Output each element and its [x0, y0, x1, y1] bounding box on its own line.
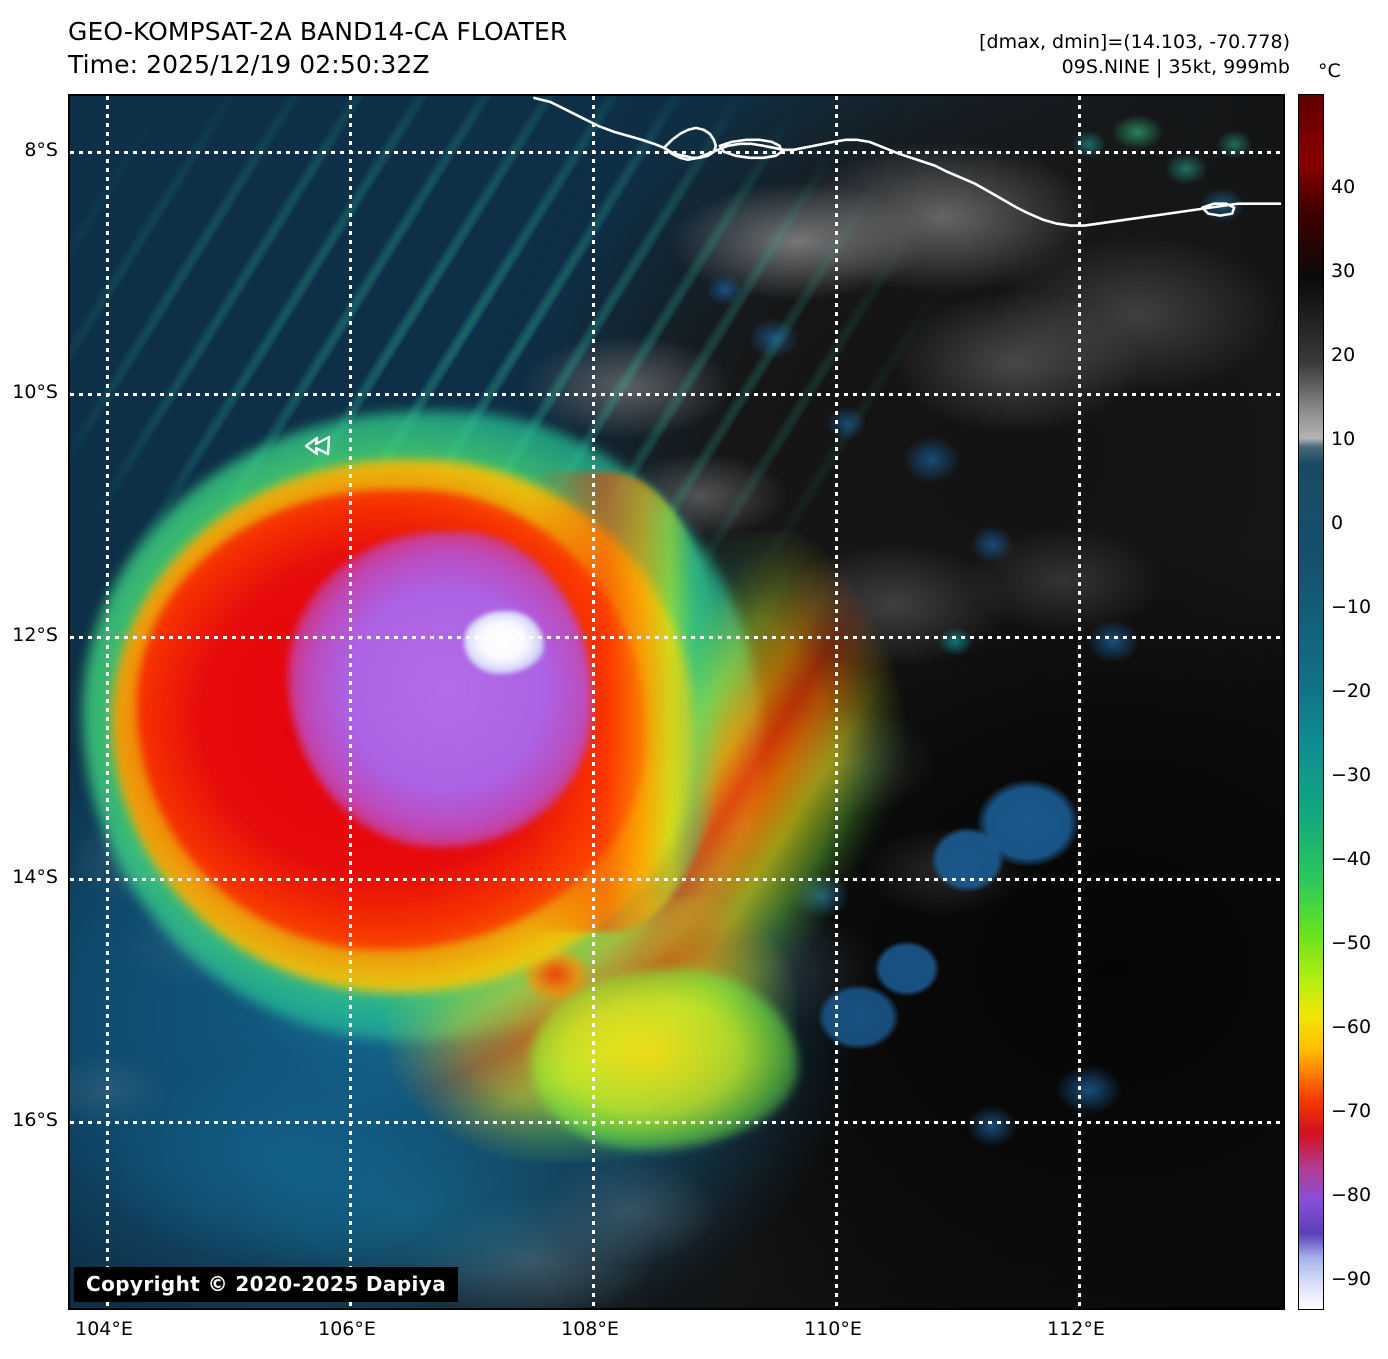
ytick-16s: 16°S — [12, 1109, 58, 1131]
metadata-block: [dmax, dmin]=(14.103, -70.778) 09S.NINE … — [979, 30, 1290, 79]
cbtick-m50: −50 — [1331, 932, 1372, 954]
cbtick-10: 10 — [1331, 428, 1356, 450]
cbtick-30: 30 — [1331, 260, 1356, 282]
gridline-lat-10s — [70, 393, 1283, 396]
coastline-overlay — [533, 96, 1282, 227]
cbtick-m80: −80 — [1331, 1184, 1372, 1206]
gridline-lat-14s — [70, 878, 1283, 881]
title-block: GEO-KOMPSAT-2A BAND14-CA FLOATER Time: 2… — [68, 16, 567, 81]
gridline-lon-104e — [106, 96, 109, 1308]
xtick-112e: 112°E — [1047, 1318, 1105, 1340]
cyclone-overshooting-top — [464, 611, 545, 675]
xtick-108e: 108°E — [561, 1318, 619, 1340]
product-title: GEO-KOMPSAT-2A BAND14-CA FLOATER — [68, 17, 568, 46]
satellite-image-plot[interactable]: Copyright © 2020-2025 Dapiya — [68, 94, 1285, 1310]
timestamp-label: Time: 2025/12/19 02:50:32Z — [68, 49, 430, 79]
cbtick-20: 20 — [1331, 344, 1356, 366]
gridline-lon-112e — [1078, 96, 1081, 1308]
gridline-lon-106e — [349, 96, 352, 1308]
xtick-106e: 106°E — [318, 1318, 376, 1340]
cbtick-40: 40 — [1331, 176, 1356, 198]
colorbar-unit-label: °C — [1318, 60, 1341, 82]
copyright-badge: Copyright © 2020-2025 Dapiya — [74, 1267, 459, 1302]
ytick-12s: 12°S — [12, 624, 58, 646]
cyclone-cold-core — [288, 532, 592, 848]
cbtick-m30: −30 — [1331, 764, 1372, 786]
storm-info-label: 09S.NINE | 35kt, 999mb — [1061, 55, 1290, 78]
xtick-104e: 104°E — [75, 1318, 133, 1340]
ytick-8s: 8°S — [24, 139, 58, 161]
colorbar-gradient — [1299, 95, 1323, 1309]
gridline-lon-110e — [835, 96, 838, 1308]
colorbar[interactable] — [1298, 94, 1324, 1310]
xtick-110e: 110°E — [804, 1318, 862, 1340]
cbtick-m10: −10 — [1331, 596, 1372, 618]
storm-center-cursor-marker[interactable] — [304, 433, 334, 459]
cbtick-m40: −40 — [1331, 848, 1372, 870]
dmax-dmin-label: [dmax, dmin]=(14.103, -70.778) — [979, 31, 1290, 53]
cbtick-m70: −70 — [1331, 1100, 1372, 1122]
gridline-lon-108e — [592, 96, 595, 1308]
cbtick-0: 0 — [1331, 512, 1344, 534]
gridline-lat-16s — [70, 1121, 1283, 1124]
ytick-14s: 14°S — [12, 866, 58, 888]
southeast-convective-cluster — [530, 968, 798, 1151]
ytick-10s: 10°S — [12, 381, 58, 403]
gridline-lat-12s — [70, 636, 1283, 639]
cbtick-m90: −90 — [1331, 1268, 1372, 1290]
cbtick-m60: −60 — [1331, 1016, 1372, 1038]
cbtick-m20: −20 — [1331, 680, 1372, 702]
gridline-lat-8s — [70, 151, 1283, 154]
